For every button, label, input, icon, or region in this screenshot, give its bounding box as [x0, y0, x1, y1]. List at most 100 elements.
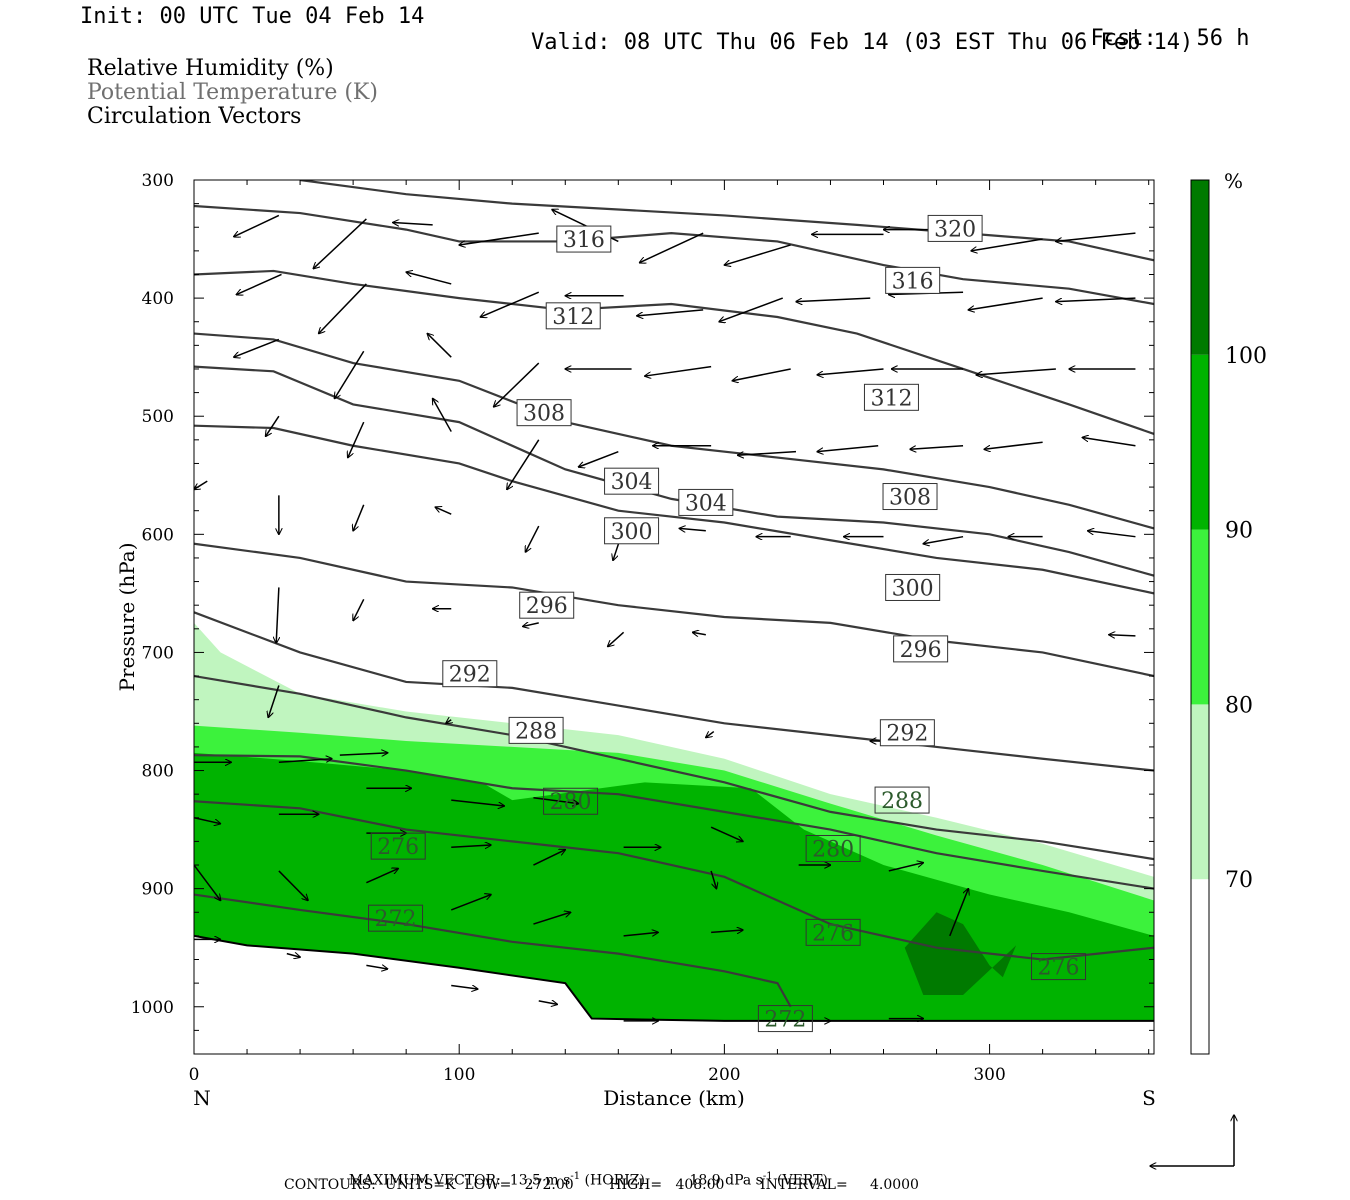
x-axis-title: Distance (km)	[603, 1086, 745, 1110]
y-tick-label: 700	[142, 643, 174, 663]
theta-contour-280	[194, 754, 1154, 890]
contour-label-box	[805, 834, 861, 862]
circulation-vector	[949, 889, 969, 937]
y-tick-label: 300	[142, 171, 174, 191]
circulation-vector	[623, 932, 658, 937]
circulation-vector	[268, 685, 280, 718]
circulation-vector	[724, 244, 791, 265]
plot-frame	[193, 179, 1155, 1055]
theta-contour-296	[194, 542, 1154, 678]
contour-label: 316	[892, 269, 934, 294]
circulation-vector	[353, 504, 365, 531]
contour-label-box	[757, 1005, 813, 1033]
contour-label: 280	[550, 790, 592, 815]
colorbar-level: 100	[1225, 344, 1267, 369]
circulation-vector	[435, 507, 452, 515]
theta-contour-312	[194, 269, 1154, 435]
colorbar-level: 70	[1225, 868, 1253, 893]
circulation-vector	[339, 753, 388, 755]
contour-label: 308	[889, 486, 931, 511]
circulation-vector	[738, 450, 797, 456]
x-tick-label: 200	[708, 1065, 740, 1085]
circulation-vector	[910, 444, 964, 450]
contour-label: 276	[1038, 956, 1080, 981]
circulation-vector	[538, 1001, 558, 1005]
colorbar-bin	[1191, 354, 1209, 530]
contour-label: 312	[552, 305, 594, 330]
circulation-vector	[1109, 635, 1136, 636]
circulation-vector	[427, 334, 452, 358]
contour-label-box	[885, 266, 941, 294]
circulation-vector	[366, 869, 398, 884]
contour-label: 276	[377, 835, 419, 860]
circulation-vector	[523, 623, 539, 627]
circulation-vector	[817, 444, 879, 452]
max-vector-horiz-exp: -1	[570, 1171, 581, 1182]
contour-label-box	[885, 573, 941, 601]
y-tick-label: 900	[142, 880, 174, 900]
circulation-vector	[608, 631, 625, 646]
contour-label: 292	[886, 722, 928, 747]
contour-label: 292	[449, 663, 491, 688]
circulation-vector	[335, 350, 365, 398]
contour-label-box	[508, 716, 564, 744]
contour-label-box	[1031, 953, 1087, 981]
contour-label: 300	[892, 576, 934, 601]
circulation-vector	[637, 309, 704, 316]
contour-label: 320	[934, 217, 976, 242]
contour-label: 288	[515, 719, 557, 744]
circulation-vector	[494, 362, 540, 407]
circulation-vector	[976, 368, 1056, 375]
contour-label-box	[927, 214, 983, 242]
contour-label: 272	[764, 1008, 806, 1033]
contour-label-box	[370, 832, 426, 860]
rh-fill-100	[904, 912, 1017, 995]
theta-contour-304	[194, 365, 1154, 577]
y-tick-label: 600	[142, 525, 174, 545]
circulation-vector	[236, 273, 282, 294]
field-rh: Relative Humidity (%)	[87, 56, 334, 81]
circulation-vector	[194, 480, 208, 489]
circulation-vector	[451, 845, 491, 847]
max-vector-vert: 18.9 dPa s	[689, 1172, 763, 1189]
theta-contour-316	[194, 204, 1154, 306]
circulation-vector	[266, 415, 280, 436]
contour-label-box	[368, 904, 424, 932]
circulation-vector	[525, 525, 540, 552]
contour-label: 272	[375, 907, 417, 932]
circulation-vector	[450, 895, 491, 911]
circulation-vector	[693, 632, 706, 634]
contour-label-box	[874, 786, 930, 814]
circulation-vector	[971, 238, 1043, 251]
circulation-vector	[706, 732, 715, 738]
contour-label: 296	[526, 594, 568, 619]
forecast-hour: Fcst: 56 h	[1064, 6, 1250, 50]
circulation-vector	[319, 283, 367, 334]
circulation-vector	[278, 870, 308, 901]
circulation-vector	[393, 223, 433, 225]
circulation-vector	[353, 598, 365, 620]
contour-label: 304	[611, 470, 653, 495]
contour-info: CONTOURS: UNITS=K LOW= 272.00 HIGH= 408.…	[284, 1177, 919, 1193]
circulation-vector	[451, 985, 478, 989]
y-tick-label: 500	[142, 407, 174, 427]
theta-contour-300	[194, 424, 1154, 595]
circulation-vector	[579, 450, 619, 467]
reference-vector-icon	[1150, 1115, 1234, 1166]
contour-label: 296	[900, 638, 942, 663]
circulation-vector	[888, 863, 923, 872]
y-tick-label: 1000	[131, 998, 174, 1018]
contour-label-box	[678, 488, 734, 516]
circulation-vector	[640, 232, 704, 263]
circulation-vector	[817, 368, 884, 375]
circulation-vector	[1088, 531, 1136, 538]
colorbar-bin	[1191, 879, 1209, 1054]
colorbar-level: 80	[1225, 693, 1253, 718]
max-vector-label: MAXIMUM VECTOR:	[348, 1172, 501, 1189]
surface-line	[194, 934, 1154, 1022]
contour-label: 316	[563, 228, 605, 253]
circulation-vector	[533, 796, 578, 804]
circulation-vector	[348, 421, 365, 457]
circulation-vector	[451, 799, 504, 806]
